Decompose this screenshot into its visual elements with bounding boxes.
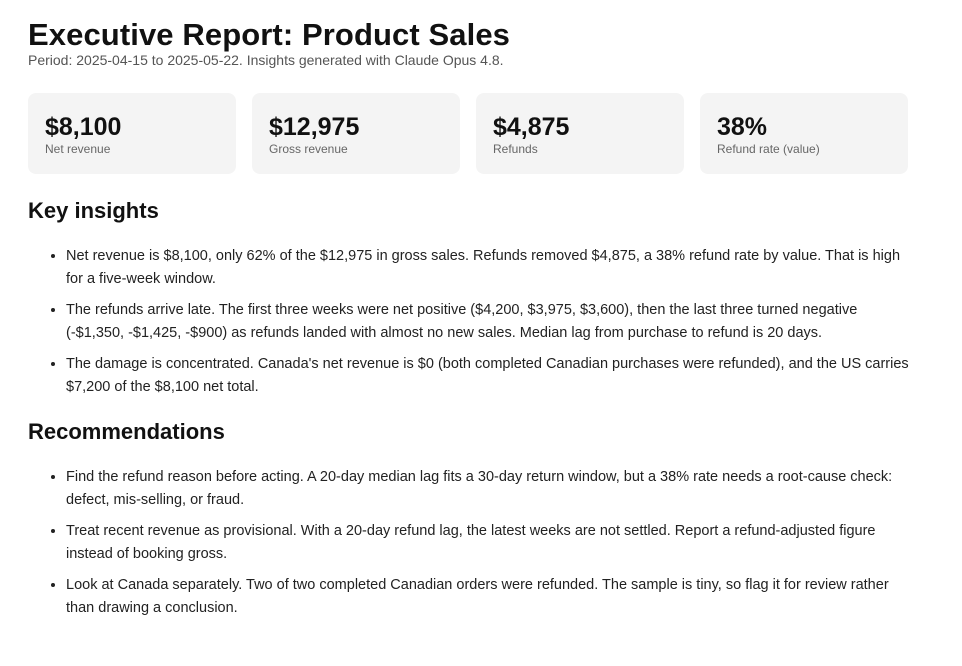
kpi-card-net-revenue: $8,100 Net revenue (28, 93, 236, 174)
key-insights-heading: Key insights (28, 198, 159, 223)
insight-item: Net revenue is $8,100, only 62% of the $… (66, 245, 916, 291)
kpi-cards: $8,100 Net revenue $12,975 Gross revenue… (28, 93, 908, 174)
recommendation-item: Treat recent revenue as provisional. Wit… (66, 520, 916, 566)
recommendations-heading: Recommendations (28, 419, 225, 444)
kpi-value: 38% (717, 113, 768, 141)
insight-item: The damage is concentrated. Canada's net… (66, 353, 916, 399)
insight-item: The refunds arrive late. The first three… (66, 299, 916, 345)
page-title: Executive Report: Product Sales (28, 17, 511, 52)
kpi-value: $4,875 (493, 113, 570, 141)
kpi-label: Net revenue (45, 142, 111, 156)
kpi-label: Refunds (493, 142, 538, 156)
kpi-value: $8,100 (45, 113, 122, 141)
kpi-label: Gross revenue (269, 142, 348, 156)
kpi-card-refund-rate: 38% Refund rate (value) (700, 93, 908, 174)
kpi-card-gross-revenue: $12,975 Gross revenue (252, 93, 460, 174)
recommendations-list: Find the refund reason before acting. A … (28, 466, 916, 620)
kpi-value: $12,975 (269, 113, 360, 141)
kpi-label: Refund rate (value) (717, 142, 820, 156)
report-page: Executive Report: Product Sales Period: … (0, 0, 962, 620)
kpi-card-refunds: $4,875 Refunds (476, 93, 684, 174)
recommendation-item: Look at Canada separately. Two of two co… (66, 574, 916, 620)
recommendation-item: Find the refund reason before acting. A … (66, 466, 916, 512)
key-insights-list: Net revenue is $8,100, only 62% of the $… (28, 245, 916, 399)
report-period-subtitle: Period: 2025-04-15 to 2025-05-22. Insigh… (28, 52, 504, 68)
